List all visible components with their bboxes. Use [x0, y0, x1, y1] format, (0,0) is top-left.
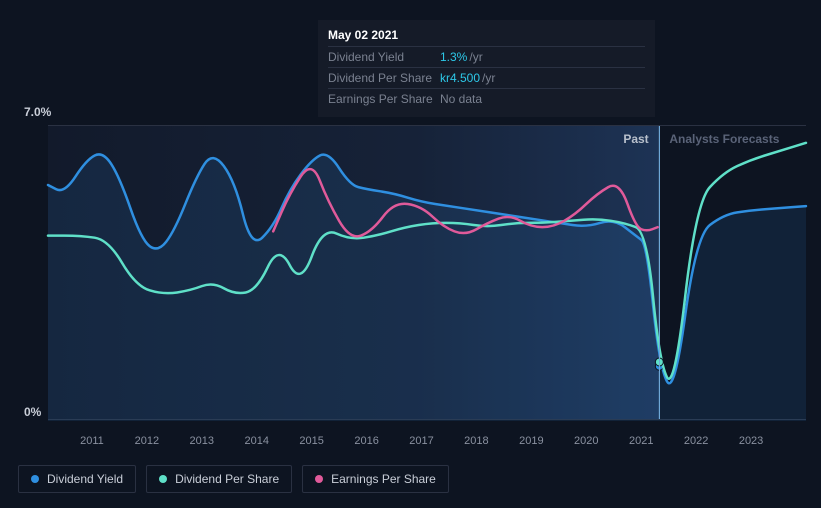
tooltip-row: Dividend Yield1.3%/yr — [328, 46, 645, 67]
x-tick: 2014 — [244, 435, 268, 447]
legend-item[interactable]: Dividend Per Share — [146, 465, 292, 493]
x-tick: 2022 — [684, 435, 708, 447]
legend-item[interactable]: Earnings Per Share — [302, 465, 449, 493]
tooltip-date: May 02 2021 — [328, 28, 645, 46]
x-tick: 2017 — [409, 435, 433, 447]
tooltip-label: Dividend Yield — [328, 50, 440, 64]
x-tick: 2023 — [739, 435, 763, 447]
tooltip-value: 1.3%/yr — [440, 50, 483, 64]
y-axis-max: 7.0% — [24, 105, 51, 119]
legend: Dividend Yield Dividend Per Share Earnings… — [18, 465, 449, 493]
legend-dot-icon — [159, 475, 167, 483]
x-tick: 2015 — [299, 435, 323, 447]
legend-dot-icon — [315, 475, 323, 483]
x-tick: 2020 — [574, 435, 598, 447]
tooltip-row: Earnings Per ShareNo data — [328, 88, 645, 109]
tooltip-value: No data — [440, 92, 482, 106]
legend-item[interactable]: Dividend Yield — [18, 465, 136, 493]
dividend-chart: 7.0% 0% Past Analysts Forecasts 2011 2012… — [18, 105, 806, 445]
x-tick: 2019 — [519, 435, 543, 447]
x-tick: 2011 — [80, 435, 104, 447]
tooltip-label: Dividend Per Share — [328, 71, 440, 85]
chart-tooltip: May 02 2021 Dividend Yield1.3%/yrDividen… — [318, 20, 655, 117]
legend-dot-icon — [31, 475, 39, 483]
plot-area[interactable]: Past Analysts Forecasts — [48, 125, 806, 420]
tooltip-label: Earnings Per Share — [328, 92, 440, 106]
tooltip-value: kr4.500/yr — [440, 71, 495, 85]
tooltip-row: Dividend Per Sharekr4.500/yr — [328, 67, 645, 88]
y-axis-min: 0% — [24, 405, 41, 419]
x-axis: 2011 2012 2013 2014 2015 2016 2017 2018 2019 2020… — [48, 425, 806, 445]
chart-lines — [48, 126, 806, 419]
legend-label: Dividend Per Share — [175, 472, 279, 486]
x-tick: 2021 — [629, 435, 653, 447]
x-tick: 2013 — [190, 435, 214, 447]
x-tick: 2012 — [135, 435, 159, 447]
x-tick: 2016 — [354, 435, 378, 447]
legend-label: Earnings Per Share — [331, 472, 436, 486]
x-tick: 2018 — [464, 435, 488, 447]
legend-label: Dividend Yield — [47, 472, 123, 486]
cursor-line — [659, 126, 660, 419]
